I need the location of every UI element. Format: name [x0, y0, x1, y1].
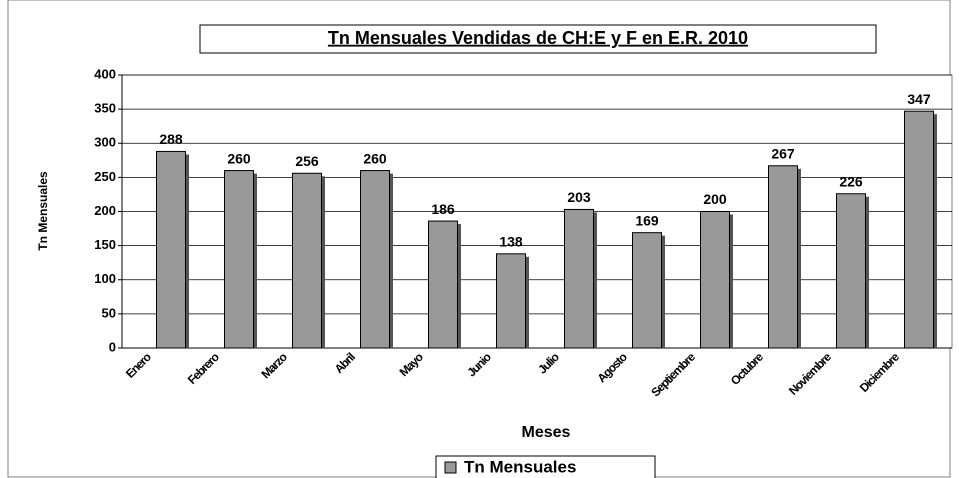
y-tick-label: 0 [109, 339, 116, 354]
bar [292, 172, 322, 349]
bar [904, 110, 934, 349]
bar [496, 253, 526, 349]
y-tick-label: 100 [94, 271, 116, 286]
chart-title: Tn Mensuales Vendidas de CH:E y F en E.R… [328, 28, 748, 48]
data-label: 203 [567, 189, 591, 205]
data-label: 267 [771, 145, 795, 161]
data-label: 347 [907, 91, 931, 107]
data-label: 260 [227, 150, 251, 166]
bar [428, 220, 458, 349]
data-label: 256 [295, 153, 319, 169]
data-label: 169 [635, 212, 659, 228]
y-tick-label: 200 [94, 203, 116, 218]
y-tick-label: 350 [94, 101, 116, 116]
bar [360, 170, 390, 349]
data-label: 226 [839, 173, 863, 189]
legend-label: Tn Mensuales [464, 457, 576, 476]
legend-swatch [444, 461, 457, 474]
y-tick-label: 300 [94, 135, 116, 150]
data-label: 138 [499, 234, 523, 250]
bar [224, 170, 254, 349]
y-tick-label: 150 [94, 237, 116, 252]
y-tick-label: 50 [102, 305, 116, 320]
y-tick-label: 250 [94, 169, 116, 184]
y-tick-label: 400 [94, 66, 116, 81]
x-axis-label: Meses [522, 424, 571, 441]
bar [836, 193, 866, 349]
bar [768, 165, 798, 349]
data-label: 200 [703, 191, 727, 207]
title-box [199, 24, 877, 54]
legend [435, 455, 656, 478]
bar [632, 232, 662, 349]
y-axis-label: Tn Mensuales [36, 171, 50, 251]
bar [156, 150, 186, 349]
bar [564, 208, 594, 349]
data-label: 260 [363, 150, 387, 166]
bar [700, 211, 730, 349]
data-label: 186 [431, 201, 455, 217]
data-label: 288 [159, 131, 183, 147]
